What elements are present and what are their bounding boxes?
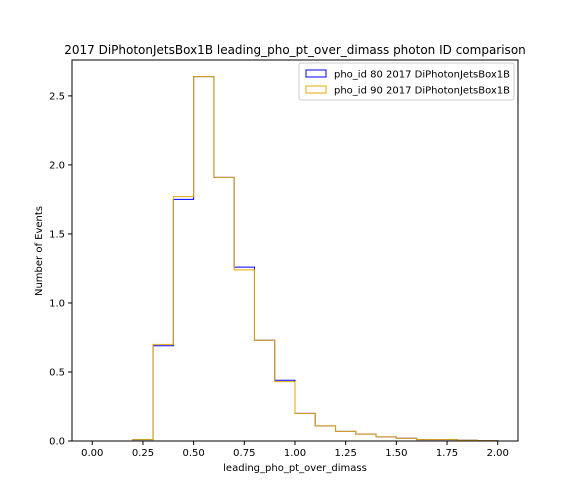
x-tick-label: 2.00 [487,448,509,459]
legend-label: pho_id 80 2017 DiPhotonJetsBox1B [334,70,510,81]
legend: pho_id 80 2017 DiPhotonJetsBox1B pho_id 9… [298,62,515,101]
legend-swatch [305,69,327,78]
x-axis-label: leading_pho_pt_over_dimass [223,463,367,474]
x-tick-label: 0.00 [81,448,103,459]
y-axis-label: Number of Events [34,206,45,296]
chart-title: 2017 DiPhotonJetsBox1B leading_pho_pt_ov… [64,43,526,57]
histogram-series-2 [92,76,499,442]
y-tick-label: 1.0 [49,298,65,309]
histogram-series [92,76,499,442]
x-tick-label: 1.75 [436,448,458,459]
x-tick-label: 0.50 [183,448,205,459]
y-tick-label: 2.0 [49,160,65,171]
x-tick-label: 1.50 [385,448,407,459]
y-tick-label: 0.5 [49,367,65,378]
plot-frame [71,59,519,442]
legend-swatch [305,85,327,94]
x-tick-label: 1.25 [335,448,357,459]
legend-box [298,62,515,101]
x-axis-ticks: 0.00 0.25 0.50 0.75 1.00 1.25 1.50 1.75 2.00 [81,441,509,459]
legend-label: pho_id 90 2017 DiPhotonJetsBox1B [334,86,510,97]
y-axis-ticks: 0.0 0.5 1.0 1.5 2.0 2.5 [49,91,72,448]
y-tick-label: 0.0 [49,437,65,448]
y-tick-label: 1.5 [49,229,65,240]
y-tick-label: 2.5 [49,91,65,102]
x-tick-label: 0.75 [233,448,255,459]
x-tick-label: 0.25 [132,448,154,459]
x-tick-label: 1.00 [284,448,306,459]
